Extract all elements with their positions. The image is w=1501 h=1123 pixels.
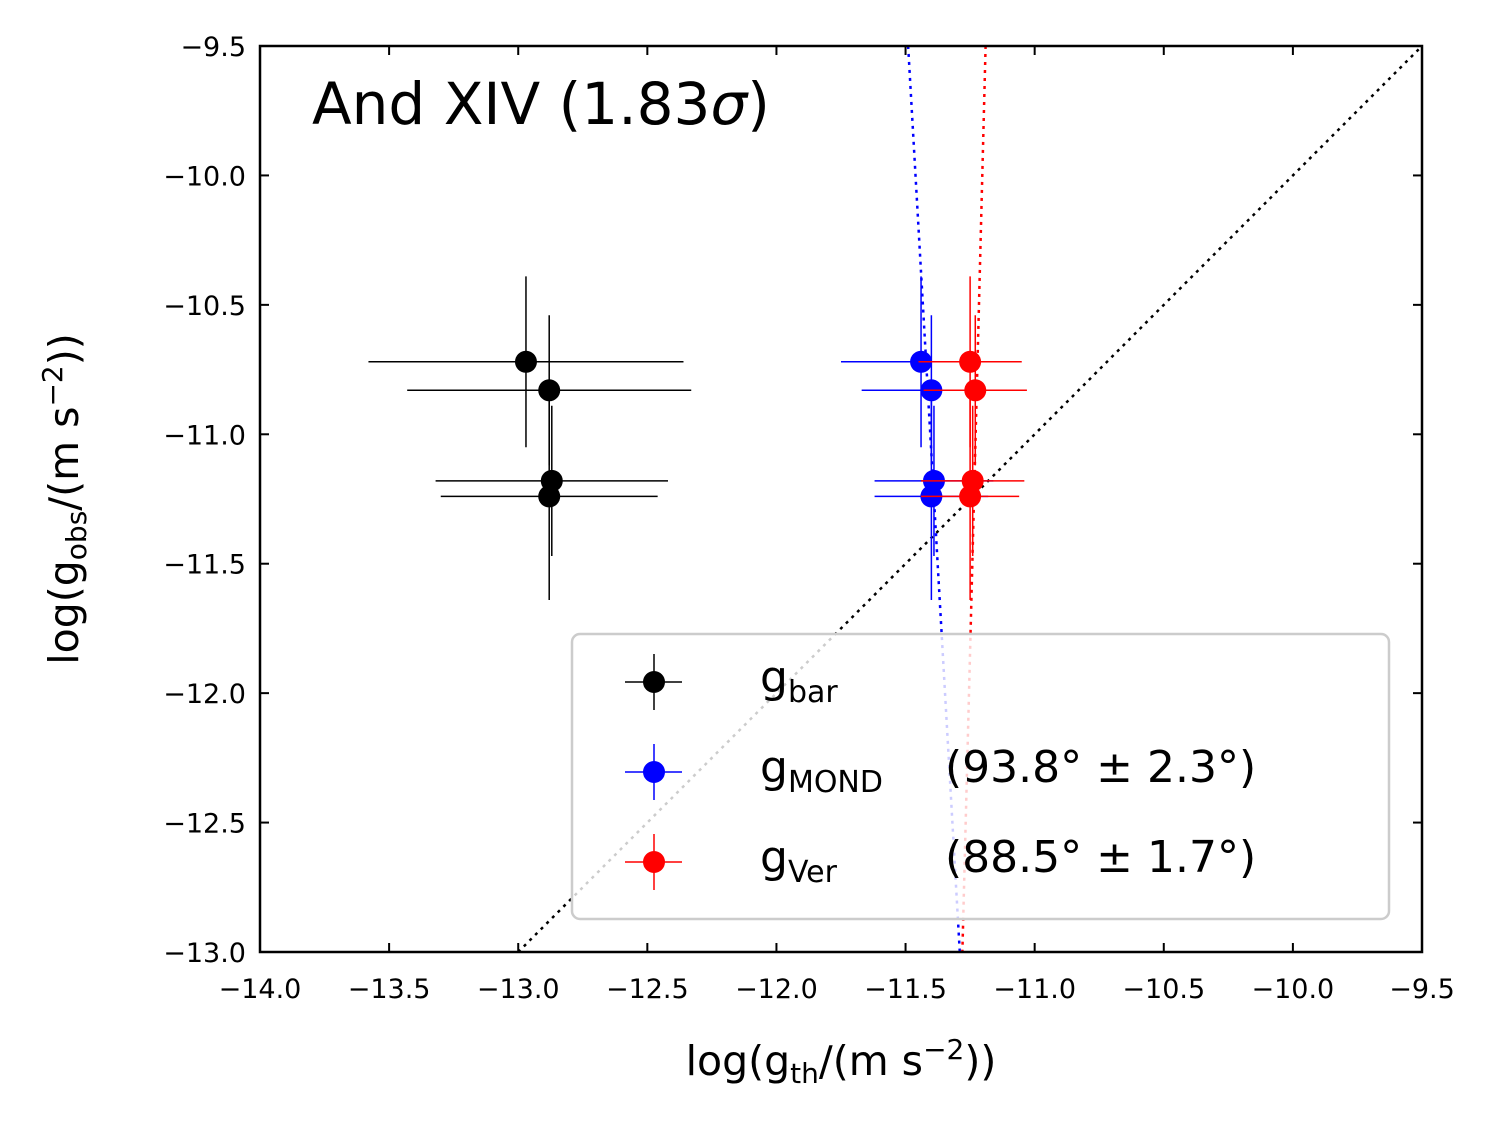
y-tick-label: −11.5 bbox=[163, 550, 246, 581]
y-tick-label: −9.5 bbox=[180, 32, 246, 63]
data-point bbox=[538, 379, 561, 402]
series-bar bbox=[368, 276, 692, 600]
data-point bbox=[964, 379, 987, 402]
x-tick-label: −14.0 bbox=[219, 974, 302, 1005]
y-tick-label: −11.0 bbox=[163, 420, 246, 451]
identity-line bbox=[517, 46, 1422, 952]
legend-frame bbox=[570, 632, 1391, 921]
x-tick-label: −11.5 bbox=[864, 974, 947, 1005]
legend-marker bbox=[643, 671, 665, 693]
x-tick-label: −11.0 bbox=[993, 974, 1076, 1005]
x-tick-label: −13.0 bbox=[477, 974, 560, 1005]
legend-marker bbox=[643, 851, 665, 873]
data-point bbox=[538, 485, 561, 508]
legend-label: gbar bbox=[760, 652, 838, 710]
axis-ticks: −14.0 −13.5 −13.0 −12.5 −12.0 −11.5 −11.0 −10.5… bbox=[163, 32, 1455, 1005]
plot-frame bbox=[258, 44, 1424, 954]
legend-marker bbox=[643, 761, 665, 783]
x-axis-title: log(gth/(m s−2)) bbox=[686, 1033, 997, 1090]
legend-label: gVer bbox=[760, 832, 838, 890]
y-axis-title: log(gobs/(m s−2)) bbox=[36, 333, 93, 664]
y-tick-label: −12.0 bbox=[163, 679, 246, 710]
series-ver bbox=[918, 276, 1027, 600]
y-tick-label: −12.5 bbox=[163, 809, 246, 840]
data-point bbox=[959, 485, 982, 508]
x-tick-label: −12.5 bbox=[606, 974, 689, 1005]
galaxy-annotation: And XIV (1.83σ) bbox=[312, 70, 770, 138]
x-tick-label: −10.0 bbox=[1252, 974, 1335, 1005]
x-tick-label: −9.5 bbox=[1389, 974, 1455, 1005]
legend-entry-ver: gVer (88.5° ± 1.7°) bbox=[625, 832, 1256, 890]
legend-entry-bar: gbar bbox=[625, 652, 838, 710]
data-series bbox=[368, 276, 1027, 600]
y-tick-label: −10.0 bbox=[163, 161, 246, 192]
y-tick-label: −10.5 bbox=[163, 291, 246, 322]
x-tick-label: −13.5 bbox=[348, 974, 431, 1005]
legend-angle: (93.8° ± 2.3°) bbox=[945, 742, 1256, 793]
x-tick-label: −10.5 bbox=[1122, 974, 1205, 1005]
reference-lines bbox=[517, 46, 1422, 952]
data-point bbox=[959, 350, 982, 373]
legend: gbar gMOND (93.8° ± 2.3°) gVer (88.5° ± 1.7°… bbox=[570, 632, 1391, 921]
legend-entry-mond: gMOND (93.8° ± 2.3°) bbox=[625, 742, 1256, 800]
data-point bbox=[514, 350, 537, 373]
x-tick-label: −12.0 bbox=[735, 974, 818, 1005]
legend-label: gMOND bbox=[760, 742, 883, 800]
y-tick-label: −13.0 bbox=[163, 938, 246, 969]
legend-angle: (88.5° ± 1.7°) bbox=[945, 832, 1256, 883]
